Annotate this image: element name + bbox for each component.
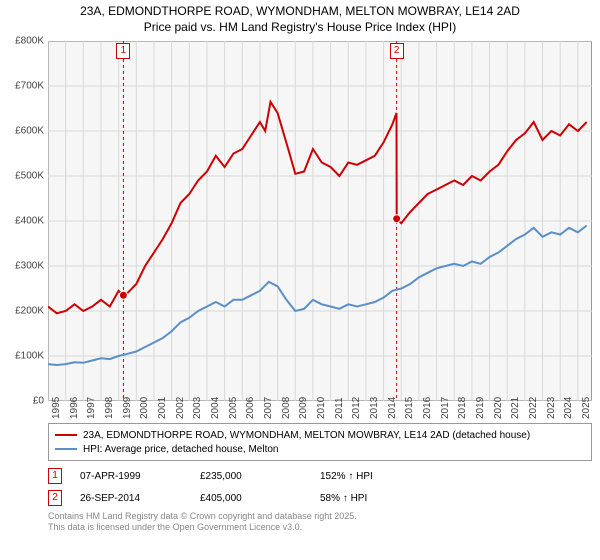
chart-container: 23A, EDMONDTHORPE ROAD, WYMONDHAM, MELTO… (0, 0, 600, 560)
x-axis: 1995199619971998199920002001200220032004… (48, 401, 592, 441)
x-tick-label: 2014 (387, 397, 398, 419)
x-tick-label: 2016 (422, 397, 433, 419)
footnote-line-1: Contains HM Land Registry data © Crown c… (48, 511, 592, 522)
legend-label: HPI: Average price, detached house, Melt… (83, 444, 279, 455)
y-tick-label: £200K (15, 306, 44, 317)
y-tick-label: £300K (15, 261, 44, 272)
x-tick-label: 1999 (122, 397, 133, 419)
x-tick-label: 1995 (51, 397, 62, 419)
footnote-line-2: This data is licensed under the Open Gov… (48, 522, 592, 533)
sales-pct: 152% ↑ HPI (320, 471, 440, 482)
x-tick-label: 2018 (457, 397, 468, 419)
y-tick-label: £100K (15, 351, 44, 362)
chart-svg (48, 41, 592, 401)
chart-area: £0£100K£200K£300K£400K£500K£600K£700K£80… (48, 41, 592, 419)
y-tick-label: £700K (15, 81, 44, 92)
x-tick-label: 2003 (192, 397, 203, 419)
title-line-2: Price paid vs. HM Land Registry's House … (0, 20, 600, 36)
x-tick-label: 2011 (334, 398, 345, 420)
sales-row: 2 26-SEP-2014£405,00058% ↑ HPI (48, 489, 592, 507)
y-tick-label: £0 (33, 396, 44, 407)
legend-swatch (55, 448, 77, 450)
annotation-marker: 1 (116, 43, 130, 59)
x-tick-label: 2017 (440, 397, 451, 419)
x-tick-label: 2020 (493, 397, 504, 419)
sales-badge: 1 (48, 468, 62, 484)
chart-title: 23A, EDMONDTHORPE ROAD, WYMONDHAM, MELTO… (0, 0, 600, 35)
y-tick-label: £600K (15, 126, 44, 137)
sales-price: £405,000 (200, 493, 320, 504)
title-line-1: 23A, EDMONDTHORPE ROAD, WYMONDHAM, MELTO… (0, 4, 600, 20)
x-tick-label: 2001 (157, 397, 168, 419)
x-tick-label: 2021 (510, 397, 521, 419)
x-tick-label: 2025 (581, 397, 592, 419)
x-tick-label: 2024 (563, 397, 574, 419)
footnote: Contains HM Land Registry data © Crown c… (48, 511, 592, 533)
sales-table: 1 07-APR-1999£235,000152% ↑ HPI 2 26-SEP-20… (48, 467, 592, 507)
sales-date: 07-APR-1999 (80, 471, 200, 482)
sales-price: £235,000 (200, 471, 320, 482)
x-tick-label: 2007 (263, 397, 274, 419)
x-tick-label: 2009 (298, 397, 309, 419)
x-tick-label: 1997 (86, 397, 97, 419)
x-tick-label: 2012 (351, 397, 362, 419)
x-tick-label: 2022 (528, 397, 539, 419)
annotation-marker: 2 (390, 43, 404, 59)
x-tick-label: 1998 (104, 397, 115, 419)
y-axis: £0£100K£200K£300K£400K£500K£600K£700K£80… (0, 41, 46, 401)
x-tick-label: 2013 (369, 397, 380, 419)
x-tick-label: 2023 (546, 397, 557, 419)
x-tick-label: 2015 (404, 397, 415, 419)
sales-badge: 2 (48, 490, 62, 506)
legend-item: HPI: Average price, detached house, Melt… (55, 442, 585, 456)
y-tick-label: £800K (15, 36, 44, 47)
x-tick-label: 2008 (281, 397, 292, 419)
x-tick-label: 2002 (175, 397, 186, 419)
sales-pct: 58% ↑ HPI (320, 493, 440, 504)
x-tick-label: 2006 (245, 397, 256, 419)
sales-row: 1 07-APR-1999£235,000152% ↑ HPI (48, 467, 592, 485)
x-tick-label: 2004 (210, 397, 221, 419)
x-tick-label: 2000 (139, 397, 150, 419)
sales-date: 26-SEP-2014 (80, 493, 200, 504)
x-tick-label: 1996 (69, 397, 80, 419)
x-tick-label: 2005 (228, 397, 239, 419)
y-tick-label: £400K (15, 216, 44, 227)
x-tick-label: 2010 (316, 397, 327, 419)
y-tick-label: £500K (15, 171, 44, 182)
x-tick-label: 2019 (475, 397, 486, 419)
